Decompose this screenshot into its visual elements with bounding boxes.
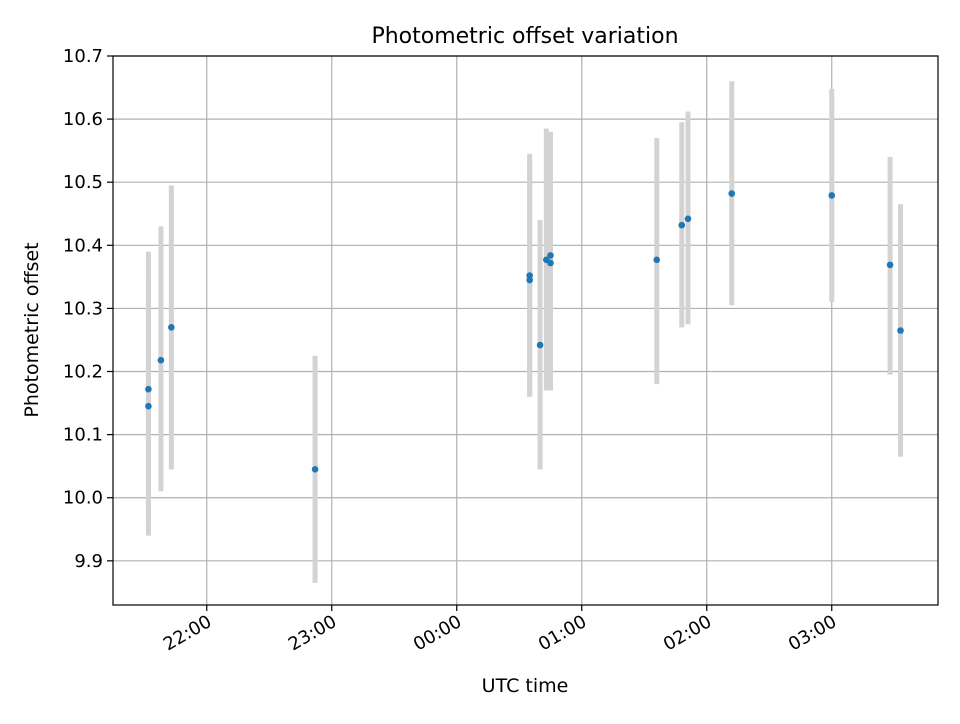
data-point xyxy=(897,327,904,334)
data-point xyxy=(678,221,686,229)
data-point xyxy=(145,385,152,393)
y-tick-label: 10.2 xyxy=(63,362,103,383)
data-point xyxy=(547,259,554,267)
chart-title: Photometric offset variation xyxy=(371,24,678,49)
data-points xyxy=(145,190,904,473)
data-point xyxy=(536,341,544,349)
data-point xyxy=(157,356,165,364)
data-point xyxy=(828,192,836,199)
y-tick-label: 10.7 xyxy=(63,46,103,67)
data-point xyxy=(728,190,736,197)
data-point xyxy=(311,466,319,473)
data-point xyxy=(653,256,661,264)
data-point xyxy=(145,402,152,410)
axes-frame xyxy=(112,55,939,606)
y-tick-label: 10.0 xyxy=(63,488,103,509)
y-tick-label: 10.6 xyxy=(63,109,103,130)
y-tick-label: 10.1 xyxy=(63,425,103,446)
y-tick-label: 10.5 xyxy=(63,172,103,193)
data-point xyxy=(526,272,533,279)
data-point xyxy=(547,252,554,259)
y-tick-label: 10.4 xyxy=(63,235,103,256)
x-axis-label: UTC time xyxy=(482,675,569,697)
data-point xyxy=(886,261,894,269)
y-axis-label: Photometric offset xyxy=(21,242,43,417)
y-tick-label: 9.9 xyxy=(74,551,103,572)
data-point xyxy=(684,215,692,223)
data-point xyxy=(168,324,175,331)
y-tick-label: 10.3 xyxy=(63,298,103,319)
